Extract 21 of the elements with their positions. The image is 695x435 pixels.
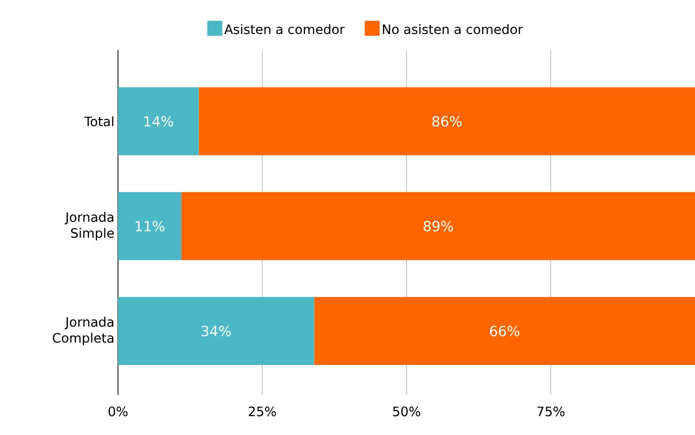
legend-label: No asisten a comedor: [382, 24, 523, 34]
data-label: 89%: [424, 220, 453, 232]
x-tick-label: 25%: [248, 406, 276, 416]
data-label: 14%: [144, 116, 174, 127]
bar: [118, 192, 182, 260]
bar: [314, 297, 695, 366]
bar: [118, 87, 199, 156]
data-label: 34%: [202, 326, 231, 336]
bar: [181, 192, 695, 260]
y-tick-label: Total: [84, 116, 114, 126]
bar: [118, 297, 314, 366]
data-label: 86%: [432, 116, 462, 127]
data-label: 66%: [490, 326, 520, 336]
x-tick-label: 50%: [393, 406, 420, 416]
y-tick-label: Jornada Completa: [52, 316, 114, 346]
bar: [198, 87, 695, 156]
x-tick-label: 0%: [108, 406, 128, 416]
data-label: 11%: [136, 220, 164, 232]
legend-label: Asisten a comedor: [224, 24, 345, 34]
y-tick-label: Jornada Simple: [64, 212, 114, 240]
x-tick-label: 75%: [537, 406, 564, 416]
